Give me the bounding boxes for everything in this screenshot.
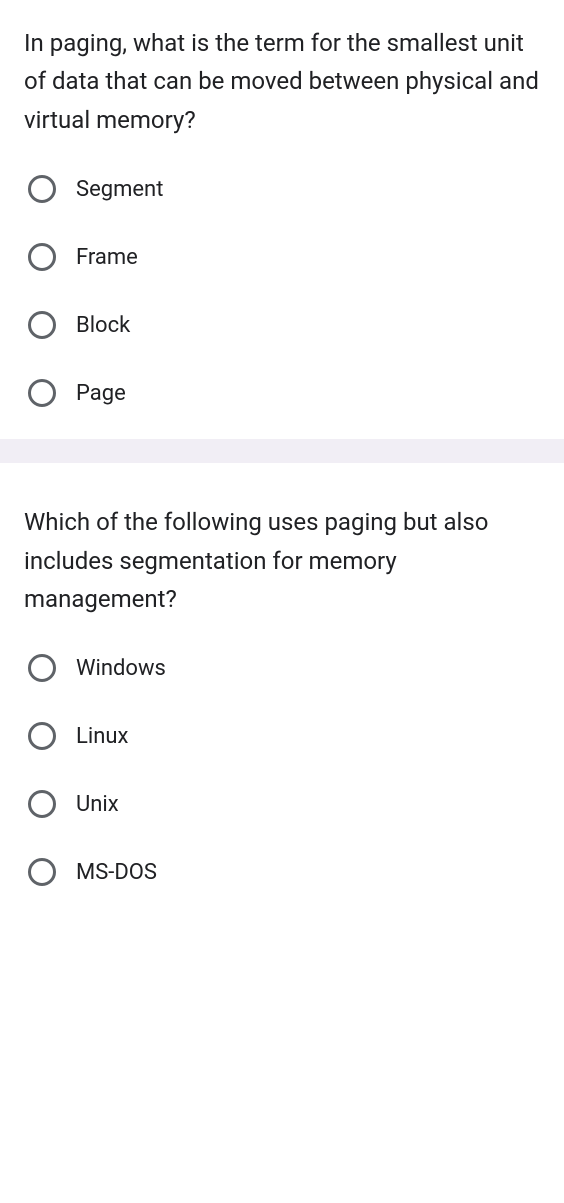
option-label: Windows	[76, 656, 166, 681]
radio-option-msdos[interactable]: MS-DOS	[28, 858, 540, 886]
radio-option-frame[interactable]: Frame	[28, 243, 540, 271]
radio-option-block[interactable]: Block	[28, 311, 540, 339]
option-label: Unix	[76, 792, 119, 817]
radio-icon	[28, 790, 56, 818]
option-label: Segment	[76, 177, 163, 202]
radio-icon	[28, 243, 56, 271]
options-group: Segment Frame Block Page	[24, 175, 540, 407]
question-text: Which of the following uses paging but a…	[24, 503, 540, 618]
option-label: Linux	[76, 724, 128, 749]
radio-icon	[28, 379, 56, 407]
option-label: Frame	[76, 245, 138, 270]
question-text: In paging, what is the term for the smal…	[24, 24, 540, 139]
option-label: Page	[76, 381, 126, 406]
radio-icon	[28, 858, 56, 886]
radio-option-windows[interactable]: Windows	[28, 654, 540, 682]
options-group: Windows Linux Unix MS-DOS	[24, 654, 540, 886]
radio-icon	[28, 722, 56, 750]
question-block-2: Which of the following uses paging but a…	[0, 463, 564, 918]
option-label: Block	[76, 313, 130, 338]
radio-option-unix[interactable]: Unix	[28, 790, 540, 818]
option-label: MS-DOS	[76, 860, 157, 885]
radio-option-linux[interactable]: Linux	[28, 722, 540, 750]
radio-icon	[28, 311, 56, 339]
radio-icon	[28, 175, 56, 203]
radio-option-page[interactable]: Page	[28, 379, 540, 407]
question-block-1: In paging, what is the term for the smal…	[0, 0, 564, 439]
radio-option-segment[interactable]: Segment	[28, 175, 540, 203]
radio-icon	[28, 654, 56, 682]
separator	[0, 439, 564, 463]
